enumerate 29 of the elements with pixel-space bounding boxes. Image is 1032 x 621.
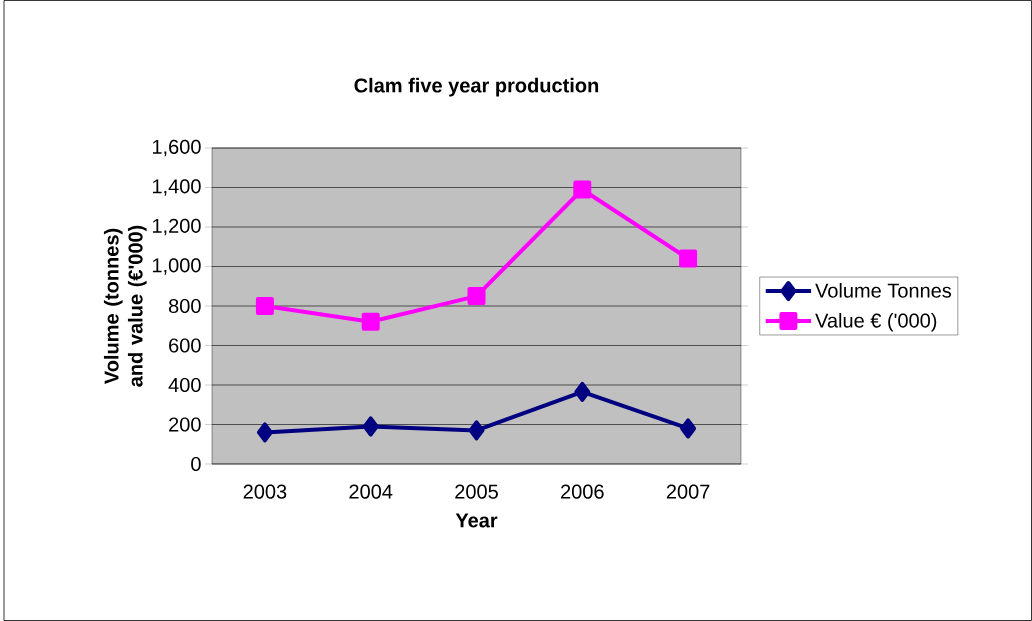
- x-tick-label: 2003: [243, 484, 287, 499]
- x-tick-label: 2007: [666, 484, 710, 499]
- point: [468, 420, 485, 441]
- point: [680, 418, 697, 439]
- x-tick-label: 2006: [561, 484, 604, 499]
- chart-title: Clam five year production: [354, 77, 599, 97]
- point: [467, 287, 486, 306]
- y-tick-label: 1,600: [152, 139, 201, 157]
- x-tick-label: 2005: [455, 484, 498, 499]
- point: [574, 381, 591, 402]
- point: [256, 422, 273, 443]
- legend-label: Volume Tonnes: [815, 283, 952, 298]
- y-tick-label: 1,400: [152, 179, 201, 196]
- point: [362, 416, 379, 437]
- legend-label: Value € ('000): [815, 312, 937, 332]
- y-tick-label: 1,200: [152, 218, 201, 236]
- point: [255, 297, 274, 315]
- y-tick-label: 200: [169, 417, 201, 432]
- point: [361, 312, 380, 331]
- y-tick-label: 600: [169, 338, 201, 353]
- y-axis-title: Volume (tonnes) and value (€'000): [103, 225, 147, 387]
- x-axis-title: Year: [455, 513, 498, 528]
- y-tick-label: 1,000: [152, 258, 201, 275]
- point: [679, 249, 698, 268]
- point: [573, 180, 592, 199]
- y-tick-label: 0: [191, 456, 201, 472]
- y-tick-label: 800: [168, 298, 201, 314]
- y-tick-label: 400: [168, 377, 201, 393]
- x-tick-label: 2004: [349, 484, 393, 499]
